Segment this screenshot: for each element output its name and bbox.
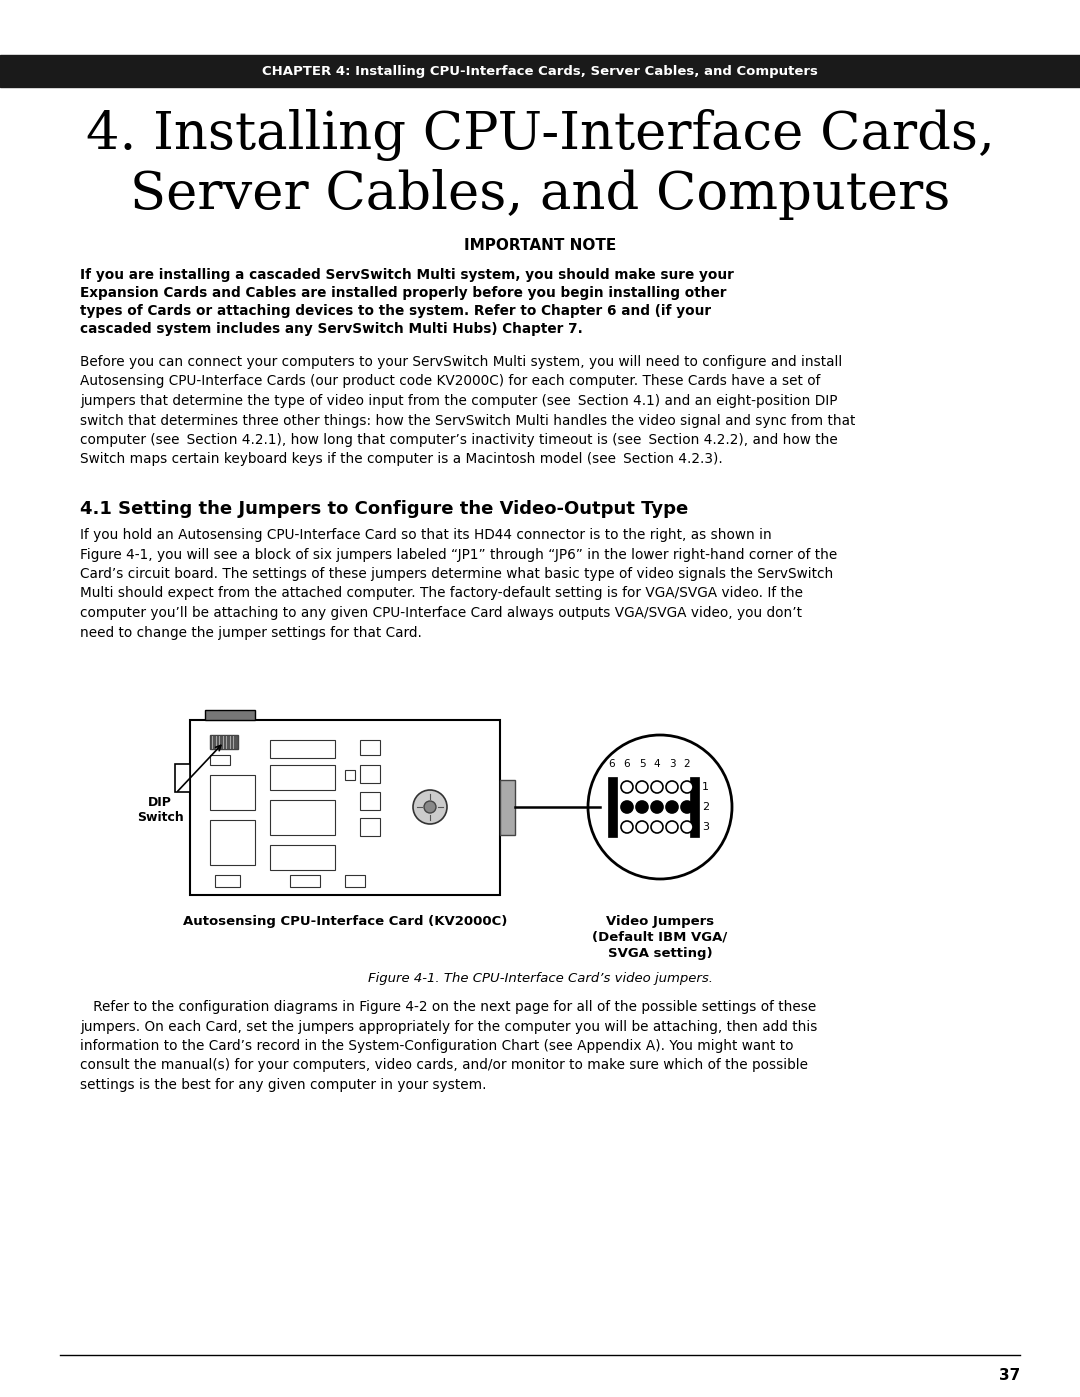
Bar [270,740,335,759]
Bar [270,766,335,789]
Text: cascaded system includes any ServSwitch Multi Hubs) Chapter 7.: cascaded system includes any ServSwitch … [80,321,583,337]
Bar [360,766,380,782]
Bar [345,875,365,887]
Bar [360,792,380,810]
Bar [345,770,355,780]
Circle shape [681,781,693,793]
Text: 4: 4 [653,759,660,768]
Text: SVGA setting): SVGA setting) [608,947,713,960]
Circle shape [621,800,633,813]
Bar [291,875,320,887]
Bar [190,719,500,895]
Circle shape [413,789,447,824]
Circle shape [651,781,663,793]
Text: Video Jumpers: Video Jumpers [606,915,714,928]
Bar [210,820,255,865]
Text: 6: 6 [609,759,616,768]
Circle shape [636,821,648,833]
Circle shape [651,821,663,833]
Circle shape [636,781,648,793]
Bar [690,777,699,837]
Text: CHAPTER 4: Installing CPU-Interface Cards, Server Cables, and Computers: CHAPTER 4: Installing CPU-Interface Card… [262,64,818,77]
Bar [175,764,190,792]
Text: Autosensing CPU-Interface Card (KV2000C): Autosensing CPU-Interface Card (KV2000C) [183,915,508,928]
Bar [210,775,255,810]
Text: 5: 5 [638,759,646,768]
Text: (Default IBM VGA/: (Default IBM VGA/ [592,930,728,944]
Text: If you are installing a cascaded ServSwitch Multi system, you should make sure y: If you are installing a cascaded ServSwi… [80,268,734,282]
Bar [270,845,335,870]
Circle shape [681,800,693,813]
Bar [210,735,238,749]
Bar [215,875,240,887]
Text: 4. Installing CPU-Interface Cards,: 4. Installing CPU-Interface Cards, [85,109,995,161]
Text: IMPORTANT NOTE: IMPORTANT NOTE [464,237,616,253]
Bar [210,754,230,766]
Text: 37: 37 [999,1368,1020,1383]
Bar [607,777,617,837]
Bar [360,740,380,754]
Bar [500,780,515,835]
Circle shape [588,735,732,879]
Text: 2: 2 [702,802,710,812]
Bar [270,800,335,835]
Text: 2: 2 [684,759,690,768]
Bar [0,54,1080,87]
Circle shape [621,781,633,793]
Text: Figure 4-1. The CPU-Interface Card’s video jumpers.: Figure 4-1. The CPU-Interface Card’s vid… [367,972,713,985]
Text: Server Cables, and Computers: Server Cables, and Computers [130,169,950,221]
Text: 3: 3 [702,821,708,833]
Text: Before you can connect your computers to your ServSwitch Multi system, you will : Before you can connect your computers to… [80,355,855,467]
Text: 4.1 Setting the Jumpers to Configure the Video-Output Type: 4.1 Setting the Jumpers to Configure the… [80,500,688,518]
Bar [205,710,255,719]
Text: 1: 1 [702,782,708,792]
Circle shape [666,781,678,793]
Text: Expansion Cards and Cables are installed properly before you begin installing ot: Expansion Cards and Cables are installed… [80,286,727,300]
Text: DIP
Switch: DIP Switch [137,746,220,824]
Circle shape [636,800,648,813]
Circle shape [424,800,436,813]
Text: 6: 6 [623,759,631,768]
Text: 3: 3 [669,759,675,768]
Text: Refer to the configuration diagrams in Figure 4-2 on the next page for all of th: Refer to the configuration diagrams in F… [80,1000,818,1092]
Text: If you hold an Autosensing CPU-Interface Card so that its HD44 connector is to t: If you hold an Autosensing CPU-Interface… [80,528,837,640]
Circle shape [666,800,678,813]
Text: types of Cards or attaching devices to the system. Refer to Chapter 6 and (if yo: types of Cards or attaching devices to t… [80,305,711,319]
Circle shape [621,821,633,833]
Bar [360,819,380,835]
Circle shape [681,821,693,833]
Circle shape [666,821,678,833]
Circle shape [651,800,663,813]
